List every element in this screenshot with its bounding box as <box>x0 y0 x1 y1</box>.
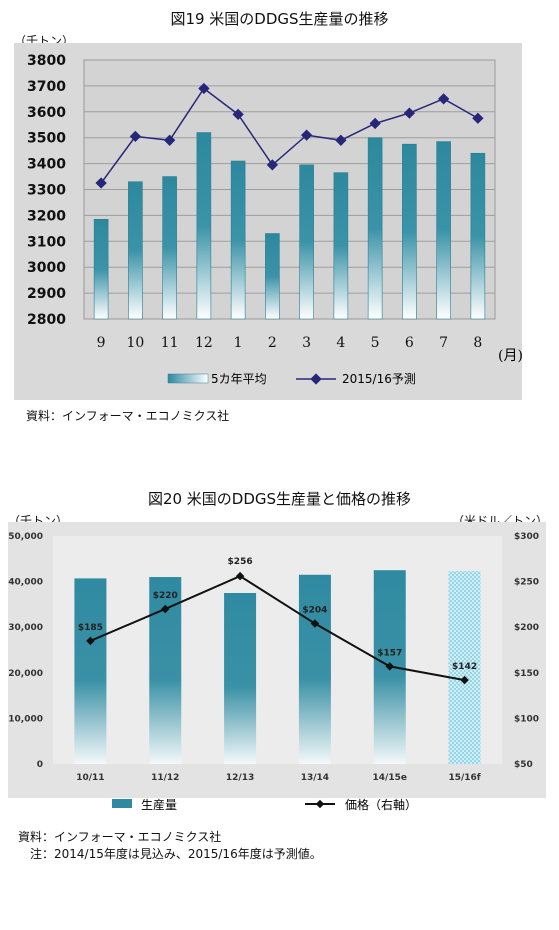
fig20-bar <box>224 593 257 764</box>
fig20-x-tick-label: 14/15e <box>373 773 407 783</box>
fig19-legend-line-marker <box>310 373 322 385</box>
fig19-forecast-point <box>163 134 176 146</box>
fig20-price-point <box>460 675 469 685</box>
fig20-y-right-tick-label: $200 <box>514 623 539 633</box>
fig19-title: 図19 米国のDDGS生産量の推移 <box>170 10 389 28</box>
fig19-legend-bar-label: 5カ年平均 <box>211 372 267 386</box>
fig20-y-right-tick-label: $150 <box>514 669 539 679</box>
fig20-y-left-tick-label: 0 <box>37 760 43 770</box>
fig19-bar <box>265 233 280 320</box>
fig20-price-line <box>90 574 465 682</box>
fig19-bar <box>333 172 349 320</box>
fig19-month-suffix: (月) <box>498 348 523 364</box>
fig19-chart: 2800 2900 3000 3100 3200 3300 3400 3500 3600 3700… <box>14 43 523 400</box>
fig19-y-tick-label: 2900 <box>27 286 66 302</box>
fig19-y-tick-label: 2800 <box>27 312 66 328</box>
fig20-x-tick-label: 15/16f <box>448 773 480 783</box>
fig20-price-label: $204 <box>302 606 327 616</box>
fig19-y-tick-label: 3200 <box>27 208 66 224</box>
fig19-x-tick-label: 5 <box>371 335 380 351</box>
fig20-y-right-tick-label: $300 <box>514 532 539 542</box>
fig20-price-point <box>161 604 170 614</box>
fig19-forecast-point <box>335 134 347 146</box>
fig19-x-tick-label: 4 <box>336 335 345 351</box>
fig19-x-tick-label: 7 <box>439 335 448 351</box>
fig20-note: 注：2014/15年度は見込み、2015/16年度は予測値。 <box>30 847 322 861</box>
fig19-y-tick-label: 3800 <box>27 53 66 69</box>
fig20-chart: $185 $220 $256 $204 $157 $142 0 10,000 20,000 30… <box>8 522 546 812</box>
fig19-y-tick-label: 3500 <box>27 131 66 147</box>
fig20-price-label: $157 <box>377 648 402 658</box>
fig20-plot-area <box>53 536 502 764</box>
fig19-y-tick-label: 3600 <box>27 105 66 121</box>
fig19-x-tick-label: 9 <box>97 335 106 351</box>
fig19-y-tick-label: 3100 <box>27 234 66 250</box>
fig20-x-tick-label: 12/13 <box>226 773 254 783</box>
fig20-y-right-tick-label: $100 <box>514 714 539 724</box>
fig20-price-point <box>385 662 394 671</box>
fig20-legend-bar-label: 生産量 <box>141 797 177 812</box>
fig19-x-tick-label: 11 <box>161 335 179 351</box>
fig20-legend-line-marker <box>315 799 325 809</box>
fig19-source: 資料：インフォーマ・エコノミクス社 <box>26 409 230 423</box>
fig20-price-label: $185 <box>78 623 103 633</box>
fig19-bar <box>230 160 246 320</box>
fig20-bar-forecast <box>448 571 481 764</box>
fig19-x-tick-label: 12 <box>195 335 213 351</box>
fig19-x-tick-label: 10 <box>126 335 144 351</box>
fig19-forecast-line <box>100 87 479 184</box>
fig20-y-left-tick-label: 50,000 <box>8 532 43 542</box>
fig20-x-tick-label: 13/14 <box>301 773 329 783</box>
fig19-bar <box>470 152 486 320</box>
fig20-x-tick-label: 10/11 <box>76 773 104 783</box>
fig20-legend-bar-swatch <box>112 799 132 808</box>
fig20-legend-line-label: 価格（右軸） <box>345 797 417 812</box>
fig19-bar <box>402 143 417 320</box>
fig19-bar <box>367 137 383 320</box>
fig19-bar <box>93 218 109 320</box>
fig19-x-tick-label: 2 <box>268 335 277 351</box>
fig19-y-tick-label: 3400 <box>27 157 66 173</box>
fig19-x-tick-label: 3 <box>302 335 311 351</box>
fig20-y-right-tick-label: $50 <box>514 760 533 770</box>
fig20-y-left-tick-label: 40,000 <box>8 578 43 588</box>
fig20-y-left-tick-label: 10,000 <box>8 714 43 724</box>
fig20-price-label: $256 <box>228 557 253 567</box>
fig19-bar <box>162 176 177 320</box>
fig19-legend-bar-swatch <box>167 373 209 384</box>
fig19-y-tick-label: 3700 <box>27 79 66 95</box>
fig20-title: 図20 米国のDDGS生産量と価格の推移 <box>147 490 412 508</box>
fig19-forecast-point <box>266 159 279 171</box>
fig20-bar <box>298 574 331 764</box>
fig20-bar <box>74 578 107 764</box>
fig20-price-label: $220 <box>153 591 178 601</box>
fig20-y-left-tick-label: 30,000 <box>8 623 43 633</box>
fig19-bar <box>128 181 143 320</box>
fig19-x-tick-label: 6 <box>405 335 414 351</box>
fig19-legend-line-label: 2015/16予測 <box>342 372 416 386</box>
fig19-bar <box>299 164 314 320</box>
fig20-y-left-tick-label: 20,000 <box>8 669 43 679</box>
fig20-y-right-tick-label: $250 <box>514 578 539 588</box>
fig19-y-tick-label: 3000 <box>27 260 66 276</box>
fig20-price-point <box>310 619 320 628</box>
fig19-bar <box>196 132 212 320</box>
fig19-x-tick-label: 1 <box>234 335 243 351</box>
fig20-source: 資料：インフォーマ・エコノミクス社 <box>18 830 222 844</box>
fig20-x-tick-label: 11/12 <box>151 773 179 783</box>
fig19-y-tick-label: 3300 <box>27 183 66 199</box>
fig20-price-label: $142 <box>452 662 477 672</box>
fig19-forecast-point <box>198 82 210 95</box>
fig19-bar <box>436 141 451 320</box>
fig19-x-tick-label: 8 <box>473 335 482 351</box>
